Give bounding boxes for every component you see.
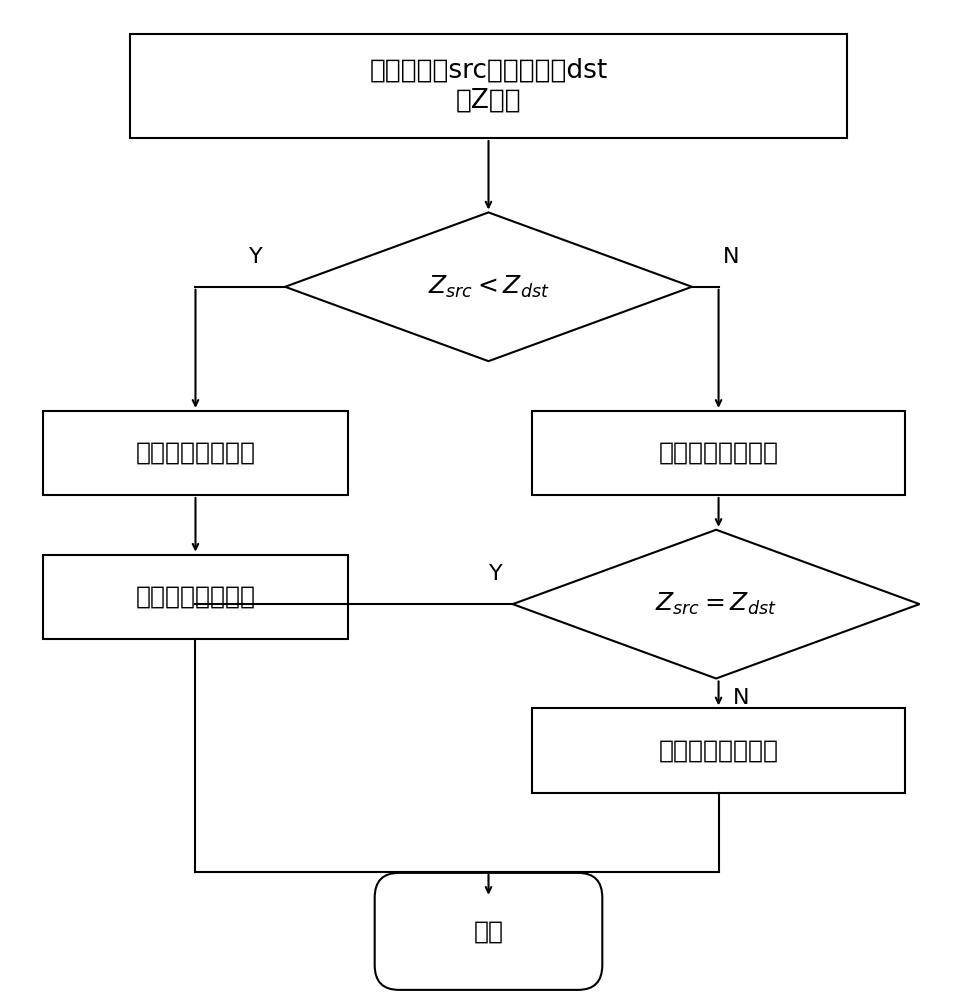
Text: 水平传输至目的点: 水平传输至目的点 — [136, 585, 255, 609]
Text: Y: Y — [249, 247, 263, 267]
FancyBboxPatch shape — [532, 411, 905, 495]
FancyBboxPatch shape — [130, 34, 847, 138]
Text: $Z_{src}=Z_{dst}$: $Z_{src}=Z_{dst}$ — [656, 591, 777, 617]
Text: 垂直传输至目的点: 垂直传输至目的点 — [658, 738, 779, 762]
Text: 结束: 结束 — [474, 919, 503, 943]
FancyBboxPatch shape — [375, 873, 602, 990]
FancyBboxPatch shape — [532, 708, 905, 793]
Text: N: N — [733, 688, 749, 708]
Text: N: N — [722, 247, 739, 267]
FancyBboxPatch shape — [43, 555, 348, 639]
Text: $Z_{src}<Z_{dst}$: $Z_{src}<Z_{dst}$ — [428, 274, 549, 300]
Text: 比较源节点src和目的节点dst
的Z坐标: 比较源节点src和目的节点dst 的Z坐标 — [369, 58, 608, 114]
FancyBboxPatch shape — [43, 411, 348, 495]
Text: 垂直传输至目的层: 垂直传输至目的层 — [136, 441, 255, 465]
Text: Y: Y — [489, 564, 503, 584]
Polygon shape — [285, 212, 692, 361]
Polygon shape — [513, 530, 919, 678]
Text: 水平传输至目的列: 水平传输至目的列 — [658, 441, 779, 465]
